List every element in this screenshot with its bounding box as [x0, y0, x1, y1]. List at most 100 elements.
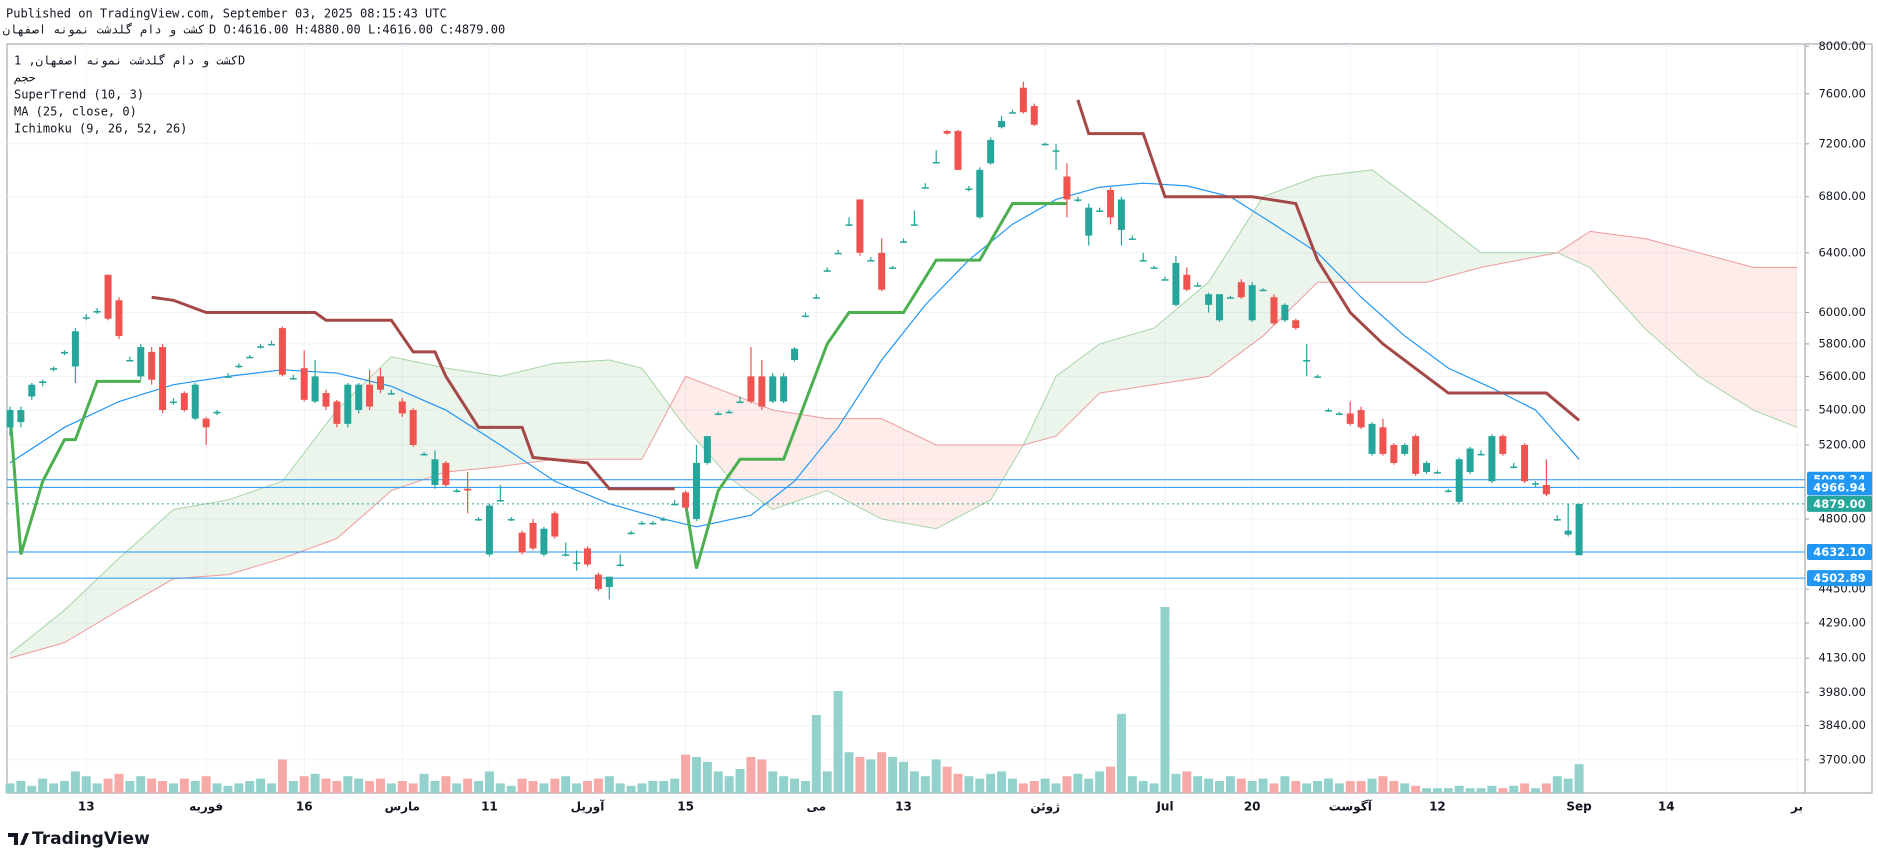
price-label-bg — [1807, 570, 1872, 587]
ohlc: D O:4616.00 H:4880.00 L:4616.00 C:4879.0… — [209, 23, 505, 37]
candle-body — [791, 348, 799, 361]
volume-bar — [27, 785, 37, 793]
cloud-fill — [772, 410, 828, 510]
candle-body — [1270, 297, 1278, 324]
candle-body — [714, 413, 722, 415]
candle-body — [1324, 410, 1332, 412]
candle-body — [1074, 199, 1082, 201]
volume-bar — [931, 759, 941, 793]
candle-body — [965, 188, 973, 191]
volume-bar — [179, 778, 189, 793]
candle-body — [758, 376, 766, 407]
cloud-fill — [1589, 231, 1645, 329]
x-tick-label: آگوست — [1329, 799, 1373, 815]
candle-body — [1401, 444, 1409, 454]
cloud-fill — [1154, 282, 1209, 385]
volume-bar — [365, 781, 375, 793]
candle-body — [409, 410, 417, 445]
volume-bar — [1563, 778, 1573, 793]
volume-bar — [1258, 778, 1268, 793]
volume-bar — [1018, 783, 1028, 793]
candle-body — [376, 376, 384, 390]
volume-bar — [1302, 783, 1312, 793]
candle-body — [398, 401, 406, 414]
candle-body — [289, 378, 297, 380]
volume-bar — [299, 776, 309, 793]
volume-bar — [1269, 783, 1279, 793]
candle-body — [235, 365, 243, 368]
price-label-bg — [1807, 479, 1872, 496]
grid — [7, 44, 1805, 793]
candle-body — [82, 317, 90, 319]
candle-body — [496, 499, 504, 502]
candle-body — [464, 488, 472, 491]
volume-bar — [1389, 781, 1399, 793]
cloud-fill — [936, 444, 991, 529]
volume-bar — [1422, 788, 1432, 793]
candle-body — [529, 522, 537, 549]
volume-bar — [277, 759, 287, 793]
candle-body — [878, 252, 886, 290]
volume-bar — [1138, 781, 1148, 793]
volume-bar — [1040, 778, 1050, 793]
candle-body — [801, 315, 809, 318]
volume-bar — [1073, 773, 1083, 793]
candle-body — [649, 522, 657, 525]
volume-bar — [452, 783, 462, 793]
y-tick-label: 3840.00 — [1818, 718, 1866, 732]
candle-body — [169, 401, 177, 404]
candle-body — [6, 410, 14, 428]
x-tick-label: آوریل — [571, 799, 606, 815]
candle-body — [725, 411, 733, 414]
volume-bar — [1323, 778, 1333, 793]
candle-body — [1150, 267, 1158, 269]
volume-bar — [1062, 776, 1072, 793]
y-tick-label: 4130.00 — [1818, 651, 1866, 665]
volume-bar — [158, 781, 168, 793]
y-tick-label: 7200.00 — [1818, 136, 1866, 150]
volume-bar — [811, 715, 821, 793]
volume-bar — [1116, 713, 1126, 793]
x-tick-label: 15 — [677, 800, 694, 814]
candle-body — [93, 310, 101, 313]
candle-body — [889, 267, 897, 269]
candle-body — [485, 505, 493, 555]
candle-body — [224, 376, 232, 378]
volume-bar — [430, 781, 440, 793]
volume-bar — [234, 783, 244, 793]
volume-bar — [746, 757, 756, 793]
volume-bar — [1291, 781, 1301, 793]
candle-body — [180, 393, 188, 411]
candle-body — [932, 161, 940, 164]
x-tick-label: Jul — [1155, 800, 1173, 814]
y-tick-label: 5800.00 — [1818, 336, 1866, 350]
candle-body — [703, 436, 711, 463]
candle-body — [442, 462, 450, 485]
candle-body — [834, 252, 842, 255]
cloud-fill — [729, 393, 773, 510]
candle-body — [104, 274, 112, 319]
candle-body — [987, 139, 995, 164]
candle-body — [137, 347, 145, 377]
footer-logo: TradingView — [8, 829, 150, 849]
cloud-fill — [641, 368, 670, 460]
candle-body — [420, 453, 428, 456]
volume-bar — [1204, 778, 1214, 793]
candle-body — [627, 532, 635, 535]
candle-body — [507, 519, 515, 521]
candle-body — [1379, 427, 1387, 454]
volume-bar — [626, 785, 636, 793]
candle-body — [453, 490, 461, 493]
candle-body — [943, 131, 951, 134]
volume-bar — [1345, 781, 1355, 793]
candle-body — [1019, 87, 1027, 113]
volume-bar — [713, 771, 723, 793]
volume-bar — [1160, 607, 1170, 793]
candle-body — [976, 169, 984, 218]
volume-bar — [1280, 776, 1290, 793]
y-tick-label: 7600.00 — [1818, 86, 1866, 100]
volume-bar — [855, 757, 865, 793]
candle-body — [1499, 436, 1507, 454]
x-tick-label: ژوئن — [1030, 800, 1060, 815]
